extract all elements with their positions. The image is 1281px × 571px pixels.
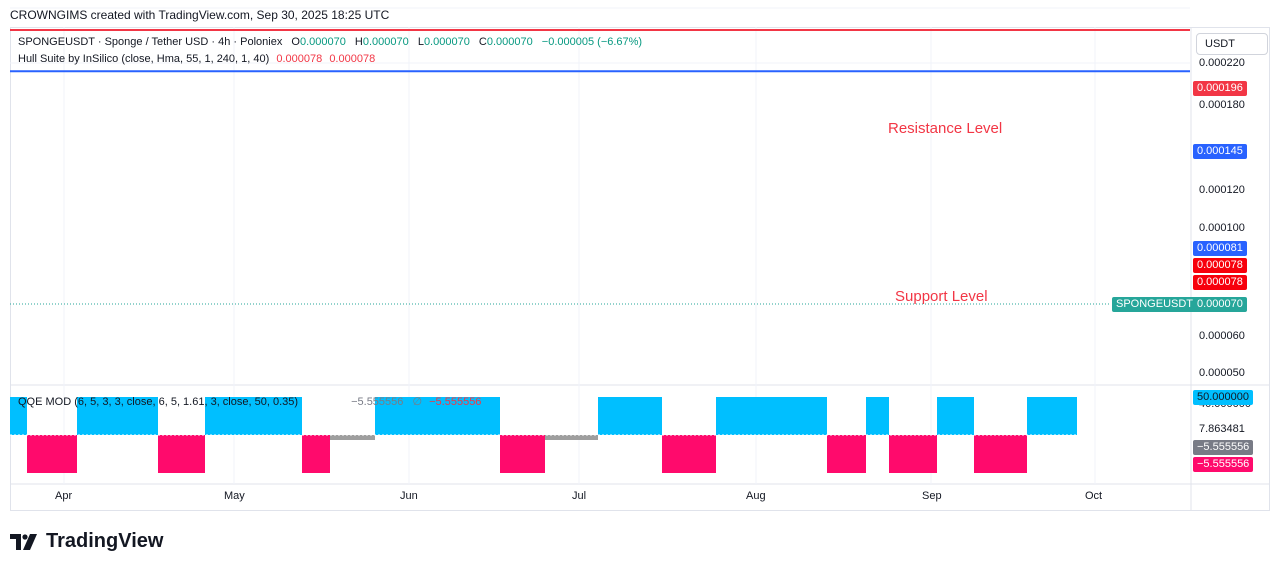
price-tick: 0.000050 <box>1199 367 1245 379</box>
qqe-histogram-block <box>662 435 716 473</box>
qqe-tag-top: 50.000000 <box>1193 390 1253 405</box>
qqe-histogram-block <box>27 435 77 473</box>
close-value: 0.000070 <box>486 36 533 48</box>
price-tick: 0.000120 <box>1199 184 1245 196</box>
symbol-price-tag: SPONGEUSDT <box>1112 297 1198 312</box>
qqe-histogram-block <box>205 397 302 435</box>
qqe-null-symbol: ∅ <box>412 396 423 408</box>
qqe-histogram-block <box>937 397 974 435</box>
price-tag-resistance: 0.000196 <box>1193 81 1247 96</box>
qqe-histogram-block <box>598 397 662 435</box>
time-tick: Apr <box>55 490 73 502</box>
qqe-histogram-block <box>10 397 27 435</box>
resistance-annotation[interactable]: Resistance Level <box>888 120 1003 137</box>
price-tag-hull-1: 0.000078 <box>1193 258 1247 273</box>
qqe-histogram-block <box>716 397 827 435</box>
price-tick: 0.000060 <box>1199 330 1245 342</box>
low-label: L <box>417 36 424 48</box>
support-annotation[interactable]: Support Level <box>895 288 988 305</box>
indicator-value-2: 0.000078 <box>329 53 376 65</box>
time-tick: Jul <box>572 490 587 502</box>
qqe-axis-tick: 7.863481 <box>1199 423 1245 435</box>
symbol-info: SPONGEUSDT · Sponge / Tether USD · 4h · … <box>18 36 283 48</box>
qqe-axis-tick: 40.000000 <box>1199 405 1251 410</box>
qqe-histogram-block <box>330 435 375 440</box>
time-tick: Oct <box>1085 490 1103 502</box>
price-tick: 0.000220 <box>1199 57 1245 69</box>
close-label: C <box>478 36 487 48</box>
qqe-tag-1: −5.555556 <box>1193 440 1254 455</box>
change-value: −0.000005 (−6.67%) <box>541 36 643 48</box>
time-tick: May <box>224 490 245 502</box>
qqe-histogram-block <box>302 435 330 473</box>
price-tick: 0.000180 <box>1199 99 1245 111</box>
tradingview-logo[interactable]: TradingView <box>10 530 163 553</box>
price-tag-level: 0.000145 <box>1193 144 1247 159</box>
open-label: O <box>291 36 300 48</box>
low-value: 0.000070 <box>423 36 470 48</box>
qqe-legend[interactable]: QQE MOD (6, 5, 3, 3, close, 6, 5, 1.61, … <box>18 395 481 408</box>
qqe-histogram-block <box>827 435 866 473</box>
indicator-name: Hull Suite by InSilico (close, Hma, 55, … <box>18 53 270 65</box>
symbol-legend: SPONGEUSDT · Sponge / Tether USD · 4h · … <box>18 36 642 48</box>
price-tag-hull-2: 0.000078 <box>1193 275 1247 290</box>
qqe-histogram-block <box>1027 397 1077 435</box>
high-value: 0.000070 <box>362 36 409 48</box>
qqe-histogram-block <box>158 435 205 473</box>
time-tick: Aug <box>746 490 766 502</box>
qqe-histogram-block <box>500 435 545 473</box>
high-label: H <box>354 36 363 48</box>
time-tick: Sep <box>922 490 942 502</box>
open-value: 0.000070 <box>299 36 346 48</box>
price-tag-current: 0.000070 <box>1193 297 1247 312</box>
tradingview-logo-icon <box>10 533 37 550</box>
qqe-histogram-block <box>375 397 500 435</box>
qqe-histogram-block <box>866 397 889 435</box>
qqe-value-1: −5.555556 <box>351 396 404 408</box>
price-tick: 0.000100 <box>1199 222 1245 234</box>
qqe-histogram-block <box>77 397 158 435</box>
price-tag-support: 0.000081 <box>1193 241 1247 256</box>
time-tick: Jun <box>400 490 418 502</box>
qqe-name: QQE MOD (6, 5, 3, 3, close, 6, 5, 1.61, … <box>18 396 299 408</box>
qqe-histogram-block <box>974 435 1027 473</box>
indicator-legend[interactable]: Hull Suite by InSilico (close, Hma, 55, … <box>18 53 375 65</box>
qqe-histogram-block <box>545 435 598 440</box>
tradingview-logo-text: TradingView <box>46 530 164 552</box>
indicator-value-1: 0.000078 <box>276 53 323 65</box>
qqe-histogram-block <box>889 435 937 473</box>
chart-frame <box>10 27 1270 511</box>
currency-button[interactable]: USDT <box>1196 33 1268 55</box>
chart-attribution: CROWNGIMS created with TradingView.com, … <box>10 8 390 22</box>
qqe-tag-2: −5.555556 <box>1193 457 1254 472</box>
qqe-value-2: −5.555556 <box>429 396 482 408</box>
